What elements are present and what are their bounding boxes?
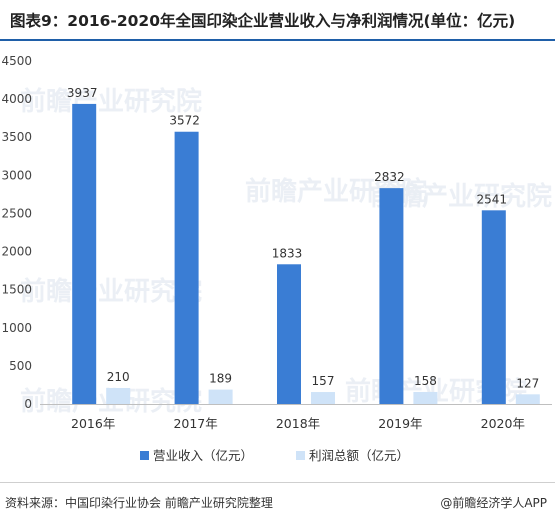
bars: 3937 3572 1833 2832 2541 210 189 157 158 127 xyxy=(67,86,540,404)
watermark-text: 前瞻产业研究院 xyxy=(20,276,202,307)
profit-value-label: 157 xyxy=(312,374,335,388)
revenue-value-label: 1833 xyxy=(272,246,303,260)
x-axis: 2016年 2017年 2018年 2019年 2020年 xyxy=(40,404,552,431)
profit-bar xyxy=(413,391,438,404)
profit-value-label: 189 xyxy=(209,372,232,386)
source-text: 资料来源：中国印染行业协会 前瞻产业研究院整理 xyxy=(5,496,273,510)
revenue-value-label: 3572 xyxy=(169,114,200,128)
y-tick-label: 2500 xyxy=(1,206,32,220)
x-tick-label: 2017年 xyxy=(173,416,217,431)
revenue-bar xyxy=(481,210,506,404)
source-bar: 资料来源：中国印染行业协会 前瞻产业研究院整理 @前瞻经济学人APP xyxy=(0,482,555,521)
profit-value-label: 127 xyxy=(516,376,539,390)
legend-label: 营业收入（亿元） xyxy=(153,448,253,463)
revenue-bar xyxy=(277,264,301,404)
revenue-bar xyxy=(72,103,97,404)
legend: 营业收入（亿元） 利润总额（亿元） xyxy=(140,448,409,463)
legend-swatch xyxy=(140,451,149,460)
y-tick-label: 2000 xyxy=(1,245,32,259)
revenue-value-label: 3937 xyxy=(67,86,98,100)
y-tick-label: 4000 xyxy=(1,92,32,106)
y-tick-label: 1500 xyxy=(1,283,32,297)
revenue-value-label: 2832 xyxy=(374,170,405,184)
y-tick-label: 500 xyxy=(9,359,32,373)
profit-value-label: 210 xyxy=(107,370,130,384)
revenue-bar xyxy=(174,131,199,404)
profit-bar xyxy=(208,389,233,404)
y-tick-label: 4500 xyxy=(1,54,32,68)
revenue-value-label: 2541 xyxy=(477,192,508,206)
profit-bar xyxy=(311,392,335,404)
credit-text: @前瞻经济学人APP xyxy=(440,496,547,510)
chart-title: 图表9：2016-2020年全国印染企业营业收入与净利润情况(单位：亿元) xyxy=(0,0,555,41)
x-tick-label: 2019年 xyxy=(378,416,422,431)
profit-bar xyxy=(106,387,131,404)
x-tick-label: 2020年 xyxy=(481,416,525,431)
y-axis: 0 500 1000 1500 2000 2500 3000 3500 4000 4500 xyxy=(1,54,32,411)
y-tick-label: 3500 xyxy=(1,130,32,144)
x-tick-label: 2016年 xyxy=(71,416,115,431)
legend-label: 利润总额（亿元） xyxy=(309,448,409,463)
x-tick-label: 2018年 xyxy=(276,416,320,431)
revenue-bar xyxy=(379,188,404,404)
y-tick-label: 3000 xyxy=(1,168,32,182)
watermark-text: 前瞻产业研究院 xyxy=(20,86,202,117)
bar-chart: 前瞻产业研究院前瞻产业研究院前瞻产业研究院前瞻产业研究院前瞻产业研究院前瞻产业研… xyxy=(1,54,552,463)
y-tick-label: 0 xyxy=(24,397,32,411)
y-tick-label: 1000 xyxy=(1,321,32,335)
profit-value-label: 158 xyxy=(414,374,437,388)
profit-bar xyxy=(515,394,540,404)
legend-swatch xyxy=(296,451,305,460)
